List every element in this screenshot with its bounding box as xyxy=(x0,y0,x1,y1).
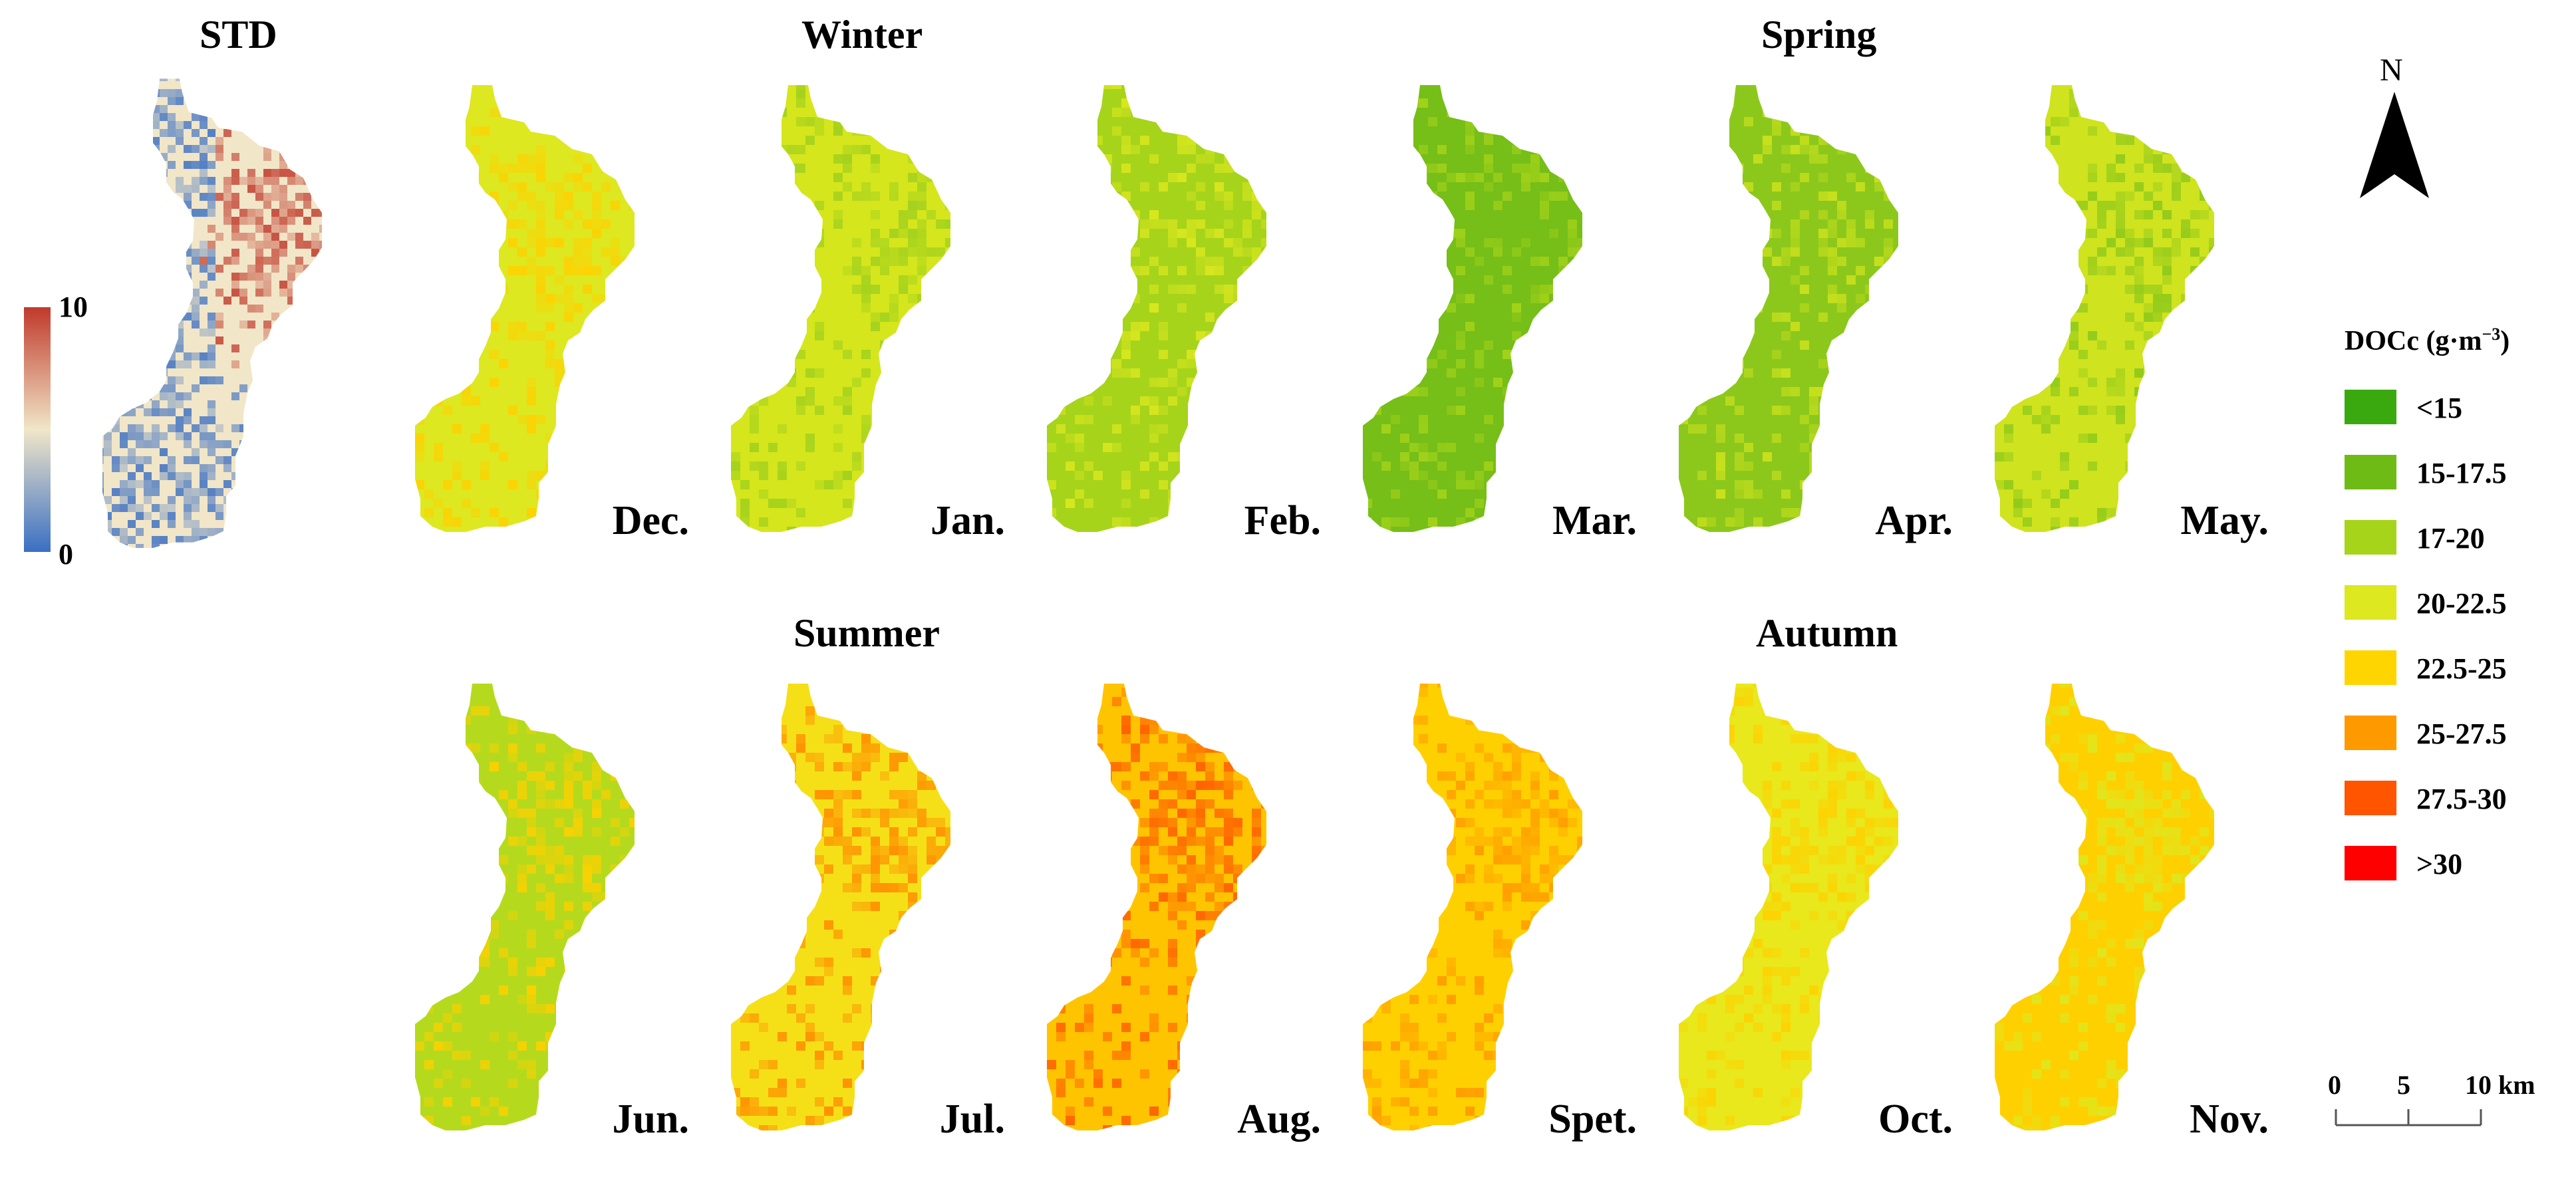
legend-item: 20-22.5 xyxy=(2345,580,2576,622)
month-label-mar: Mar. xyxy=(1552,498,1637,543)
std-title: STD xyxy=(200,13,277,57)
season-title-winter: Winter xyxy=(801,13,923,57)
legend-swatch xyxy=(2345,520,2396,555)
map-region xyxy=(415,684,635,1130)
month-label-nov: Nov. xyxy=(2190,1097,2269,1142)
map-canvas-apr xyxy=(1679,85,1898,532)
month-label-may: May. xyxy=(2180,498,2269,543)
map-panel-nov: Nov. xyxy=(1985,678,2278,1144)
month-label-sep: Spet. xyxy=(1548,1097,1637,1142)
map-panel-oct: Oct. xyxy=(1669,678,1962,1144)
legend-item: 15-17.5 xyxy=(2345,450,2576,492)
legend-swatch xyxy=(2345,585,2396,620)
legend-swatch xyxy=(2345,781,2396,815)
map-canvas-sep xyxy=(1363,684,1582,1130)
legend-label: 22.5-25 xyxy=(2416,652,2507,685)
legend-swatch xyxy=(2345,390,2396,424)
map-panel-feb: Feb. xyxy=(1038,80,1330,545)
scale-label-10: 10 km xyxy=(2465,1070,2535,1100)
map-canvas-oct xyxy=(1679,684,1898,1130)
std-map-canvas xyxy=(102,78,322,548)
legend-title-close: ) xyxy=(2500,326,2510,356)
map-panel-aug: Aug. xyxy=(1038,678,1330,1144)
month-label-aug: Aug. xyxy=(1237,1097,1321,1142)
map-canvas-may xyxy=(1995,85,2214,532)
map-canvas-dec xyxy=(415,85,635,532)
scale-label-5: 5 xyxy=(2397,1070,2410,1100)
scale-bar: 0 5 10 km xyxy=(2328,1069,2567,1142)
map-canvas-feb xyxy=(1047,85,1266,532)
scale-label-0: 0 xyxy=(2328,1070,2341,1100)
legend-swatch xyxy=(2345,846,2396,880)
legend-item: 27.5-30 xyxy=(2345,775,2576,818)
legend-label: 17-20 xyxy=(2416,522,2485,555)
legend-item: 22.5-25 xyxy=(2345,645,2576,688)
map-region xyxy=(1995,684,2214,1130)
month-label-feb: Feb. xyxy=(1244,498,1321,543)
legend-label: <15 xyxy=(2416,392,2463,424)
legend-swatch xyxy=(2345,455,2396,489)
map-canvas-jul xyxy=(731,684,950,1130)
north-arrow-icon xyxy=(2360,92,2429,198)
map-canvas-jun xyxy=(415,684,635,1130)
std-colorbar-min-label: 0 xyxy=(59,538,73,571)
legend-label: 27.5-30 xyxy=(2416,783,2507,815)
map-panel-jan: Jan. xyxy=(722,80,1014,545)
scale-bar-line xyxy=(2335,1109,2482,1126)
legend-label: 20-22.5 xyxy=(2416,587,2507,620)
month-label-apr: Apr. xyxy=(1875,498,1953,543)
map-panel-may: May. xyxy=(1985,80,2278,545)
legend-label: >30 xyxy=(2416,848,2463,880)
map-panel-dec: Dec. xyxy=(406,80,698,545)
legend-title: DOCc (g·m−3) xyxy=(2345,325,2509,357)
map-region xyxy=(1995,85,2214,532)
map-canvas-nov xyxy=(1995,684,2214,1130)
legend-item: <15 xyxy=(2345,384,2576,427)
legend-label: 15-17.5 xyxy=(2416,457,2507,489)
map-region xyxy=(1363,85,1582,532)
map-region xyxy=(415,85,635,532)
map-pixels xyxy=(1047,85,1266,532)
legend-label: 25-27.5 xyxy=(2416,718,2507,750)
map-canvas-mar xyxy=(1363,85,1582,532)
map-panel-sep: Spet. xyxy=(1354,678,1646,1144)
month-label-dec: Dec. xyxy=(612,498,689,543)
legend-title-sup: −3 xyxy=(2482,325,2501,344)
legend-swatch xyxy=(2345,650,2396,685)
month-label-oct: Oct. xyxy=(1878,1097,1953,1142)
north-arrow: N xyxy=(2355,52,2434,205)
std-colorbar xyxy=(24,307,51,552)
map-canvas-jan xyxy=(731,85,950,532)
legend-title-text: DOCc (g·m xyxy=(2345,326,2482,356)
month-label-jun: Jun. xyxy=(612,1097,689,1142)
season-title-autumn: Autumn xyxy=(1756,611,1898,655)
map-pixels xyxy=(731,85,950,532)
map-canvas-aug xyxy=(1047,684,1266,1130)
map-region xyxy=(1679,85,1898,532)
map-panel-jun: Jun. xyxy=(406,678,698,1144)
map-panel-apr: Apr. xyxy=(1669,80,1962,545)
std-colorbar-max-label: 10 xyxy=(59,291,88,323)
std-map xyxy=(80,73,399,565)
legend-item: 17-20 xyxy=(2345,515,2576,557)
season-title-summer: Summer xyxy=(793,611,940,655)
month-label-jan: Jan. xyxy=(930,498,1005,543)
month-label-jul: Jul. xyxy=(939,1097,1005,1142)
season-title-spring: Spring xyxy=(1761,13,1877,57)
legend: DOCc (g·m−3) <15 15-17.5 17-20 20-22.5 22.5-… xyxy=(2345,325,2571,910)
legend-item: 25-27.5 xyxy=(2345,710,2576,753)
legend-swatch xyxy=(2345,716,2396,750)
map-panel-mar: Mar. xyxy=(1354,80,1646,545)
legend-item: >30 xyxy=(2345,841,2576,883)
north-label: N xyxy=(2380,53,2403,88)
map-panel-jul: Jul. xyxy=(722,678,1014,1144)
